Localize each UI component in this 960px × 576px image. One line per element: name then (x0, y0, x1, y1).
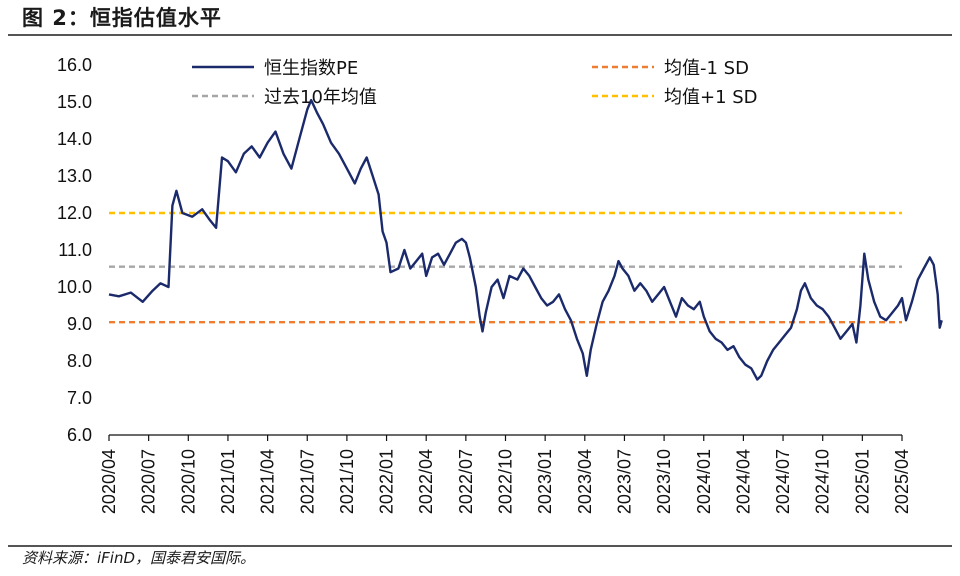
y-tick-label: 11.0 (58, 240, 92, 260)
x-tick-label: 2021/10 (337, 449, 357, 514)
source-note: 资料来源：iFinD，国泰君安国际。 (22, 549, 256, 567)
reference-lines (109, 211, 902, 324)
x-tick-label: 2024/04 (733, 449, 753, 514)
y-tick-label: 10.0 (57, 277, 92, 297)
y-tick-label: 16.0 (57, 55, 92, 75)
bottom-rule (8, 545, 952, 547)
x-tick-label: 2022/10 (496, 449, 516, 514)
x-tick-label: 2022/04 (416, 449, 436, 514)
x-tick-label: 2025/01 (852, 449, 872, 514)
x-tick-label: 2021/04 (258, 449, 278, 514)
top-rule (8, 34, 952, 36)
x-tick-label: 2024/10 (813, 449, 833, 514)
x-tick-label: 2020/10 (178, 449, 198, 514)
figure-title: 图 2：恒指估值水平 (22, 6, 222, 30)
x-tick-label: 2024/07 (773, 449, 793, 514)
y-tick-label: 8.0 (67, 351, 92, 371)
y-axis: 16.0 15.0 14.0 13.0 12.0 11.0 10.0 9.0 8.0 7.0 6.0 (57, 55, 92, 445)
legend-label: 过去10年均值 (264, 87, 377, 108)
x-tick-label: 2020/07 (139, 449, 159, 514)
legend-label: 均值+1 SD (664, 87, 758, 108)
y-tick-label: 13.0 (57, 166, 92, 186)
x-tick-label: 2022/01 (377, 449, 397, 514)
x-tick-label: 2021/01 (218, 449, 238, 514)
legend-label: 均值-1 SD (664, 58, 749, 79)
y-tick-label: 14.0 (57, 129, 92, 149)
x-tick-label: 2024/01 (694, 449, 714, 514)
legend-label: 恒生指数PE (264, 58, 358, 79)
y-tick-label: 12.0 (57, 203, 92, 223)
x-tick-label: 2021/07 (297, 449, 317, 514)
y-tick-label: 6.0 (67, 425, 92, 445)
series-line-pe (108, 98, 943, 381)
x-tick-label: 2025/04 (892, 449, 912, 514)
y-tick-label: 9.0 (67, 314, 92, 334)
x-tick-label: 2023/10 (654, 449, 674, 514)
x-tick-label: 2023/07 (614, 449, 634, 514)
x-tick-label: 2020/04 (99, 449, 119, 514)
y-tick-label: 15.0 (57, 92, 92, 112)
x-tick-label: 2023/01 (535, 449, 555, 514)
x-tick-label: 2023/04 (575, 449, 595, 514)
legend: 恒生指数PE 均值-1 SD 过去10年均值 均值+1 SD (192, 58, 758, 108)
y-tick-label: 7.0 (67, 388, 92, 408)
x-axis: 2020/04 2020/07 2020/10 2021/01 2021/04 2021/… (99, 434, 912, 514)
x-tick-label: 2022/07 (456, 449, 476, 514)
